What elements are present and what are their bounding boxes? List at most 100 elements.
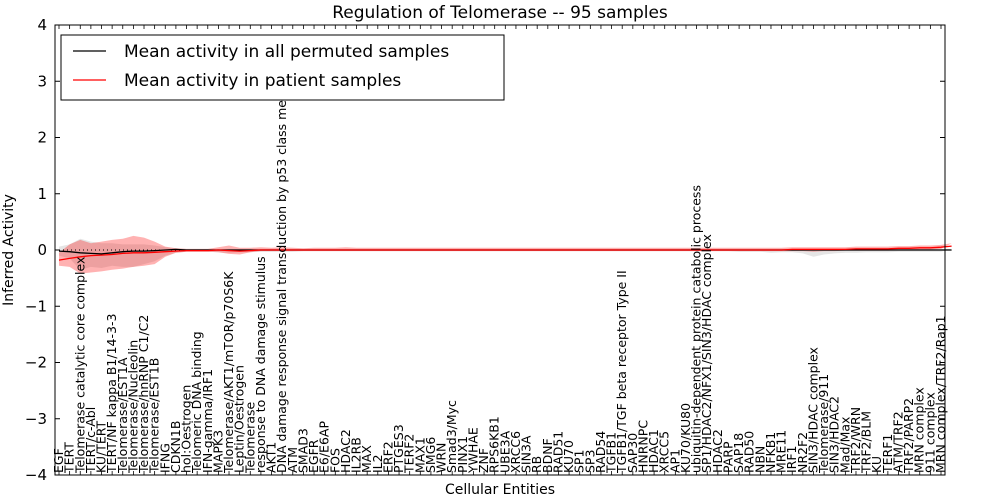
y-tick-label: 2 <box>37 129 47 147</box>
category-label: Mad/Max <box>837 417 852 473</box>
category-label: MRE11 <box>774 430 789 473</box>
category-label: IL2 <box>370 454 385 473</box>
category-label: PINX1 <box>455 436 470 473</box>
y-tick-label: −4 <box>25 466 47 484</box>
category-label: RAD50 <box>742 431 757 473</box>
line-series-1 <box>58 245 952 261</box>
y-tick-label: −2 <box>25 354 47 372</box>
category-label: Telomerase/Nucleolin <box>125 340 140 474</box>
category-label: AP1 <box>667 449 682 473</box>
chart-title: Regulation of Telomerase -- 95 samples <box>332 3 668 23</box>
category-label: 911 complex <box>922 392 937 473</box>
category-label: SP3 <box>582 450 597 473</box>
category-label: HDAC1 <box>646 429 661 473</box>
category-label: SIN3/HDAC2 <box>827 396 842 473</box>
category-label: SAP18 <box>731 433 746 473</box>
category-label: MAX <box>359 445 374 473</box>
category-label: RAD51 <box>550 431 565 473</box>
category-label: ubiquitin-dependent protein catabolic pr… <box>689 185 704 473</box>
category-label: ATM/TRF2 <box>890 411 905 473</box>
category-label: Telomerase/hnRNP C1/C2 <box>136 315 151 474</box>
category-label: XRCC5 <box>657 431 672 473</box>
legend: Mean activity in all permuted samples Me… <box>60 34 505 101</box>
category-label: TERT/c-Abl <box>83 407 98 474</box>
category-label: KU70/KU80 <box>678 403 693 473</box>
category-label: AKT1 <box>264 442 279 473</box>
category-label: SMG6 <box>423 437 438 473</box>
category-label: ATM <box>285 447 300 473</box>
category-label: Telomerase/911 <box>816 374 831 474</box>
category-label: XRCC6 <box>508 431 523 473</box>
category-label: TRF2/PARP2 <box>901 398 916 474</box>
category-label: TRF2/WRN <box>848 407 863 474</box>
category-label: MAX1 <box>412 437 427 473</box>
legend-label-patient: Mean activity in patient samples <box>124 71 401 91</box>
y-tick-label: 0 <box>37 241 47 259</box>
category-label: NBN <box>752 446 767 473</box>
category-label: TERT <box>62 442 77 474</box>
category-label: Telomerase/EST1A <box>115 357 130 474</box>
category-label: CDKN1B <box>168 421 183 473</box>
category-label: SP1/HDAC2/NFX1/SIN3/HDAC complex <box>699 234 714 473</box>
category-label: NFKB1 <box>763 432 778 473</box>
category-label: PARP <box>720 441 735 473</box>
plot-frame <box>54 24 946 476</box>
category-label: Telomerase/EST1B <box>147 358 162 474</box>
category-label: HNRNPC <box>635 420 650 473</box>
category-label: Telomerase catalytic core complex <box>72 257 87 474</box>
category-label: RB <box>529 456 544 473</box>
category-label: Telomerase/AKT1/mTOR/p70S6K <box>221 271 236 474</box>
category-label: response to DNA damage stimulus <box>253 256 268 473</box>
category-label: Telomeric DNA binding <box>189 331 204 474</box>
x-axis-label: Cellular Entities <box>445 482 555 498</box>
category-label: DNA damage response signal transduction … <box>274 62 289 473</box>
category-label: KU70 <box>561 440 576 473</box>
category-label: NR2F2 <box>795 432 810 473</box>
category-label: MRN complex/TRF2/Rap1 <box>933 315 948 473</box>
category-label: KU <box>869 456 884 473</box>
category-label: ERF2 <box>380 441 395 473</box>
y-axis-label: Inferred Activity <box>1 194 17 306</box>
category-label: IL2RB <box>349 437 364 473</box>
category-label: SMAD3 <box>295 428 310 473</box>
series-lines <box>58 245 952 261</box>
category-label: EGFR <box>306 439 321 473</box>
axis-ticks: −4 −3 −2 −1 0 1 2 3 4 <box>25 16 945 484</box>
category-label: Telomerase <box>242 401 257 474</box>
category-label: SIN3A <box>519 435 534 473</box>
category-label: E6/E6AP <box>317 421 332 473</box>
legend-box <box>60 34 505 101</box>
category-label: IRF1 <box>784 445 799 473</box>
y-tick-label: −3 <box>25 410 47 428</box>
y-tick-label: −1 <box>25 297 47 315</box>
category-label: KU/TERT <box>94 420 109 473</box>
category-label: hol:Oestrogen <box>179 385 194 473</box>
y-tick-label: 3 <box>37 72 47 90</box>
category-label: Smad3/Myc <box>444 400 459 473</box>
y-tick-label: 1 <box>37 185 47 203</box>
category-label: MAPK3 <box>210 430 225 473</box>
category-label: TERF2 <box>402 434 417 474</box>
category-label: MRN complex <box>912 387 927 473</box>
category-label: SAP30 <box>625 433 640 473</box>
category-label: RAD54 <box>593 431 608 473</box>
category-label: UBE3A <box>497 430 512 473</box>
category-label: HDAC2 <box>710 429 725 473</box>
category-label: RPS6KB1 <box>487 416 502 473</box>
legend-label-permuted: Mean activity in all permuted samples <box>124 42 449 62</box>
category-label: YWHAE <box>465 427 480 474</box>
category-label: HDAC2 <box>338 429 353 473</box>
category-label: FOS <box>327 448 342 473</box>
category-label: SP1 <box>572 450 587 473</box>
category-label: IFN-gamma/IRF1 <box>200 369 215 473</box>
category-label: Leptin/Oestrogen <box>232 365 247 473</box>
band-series-1 <box>59 235 952 274</box>
category-label: PTGES3 <box>391 424 406 473</box>
y-tick-label: 4 <box>37 16 47 34</box>
category-label: TRF2/BLM <box>859 411 874 474</box>
category-label: TERF1 <box>880 434 895 474</box>
category-label: BDNF <box>540 438 555 473</box>
category-label: SIN3/HDAC complex <box>805 347 820 473</box>
